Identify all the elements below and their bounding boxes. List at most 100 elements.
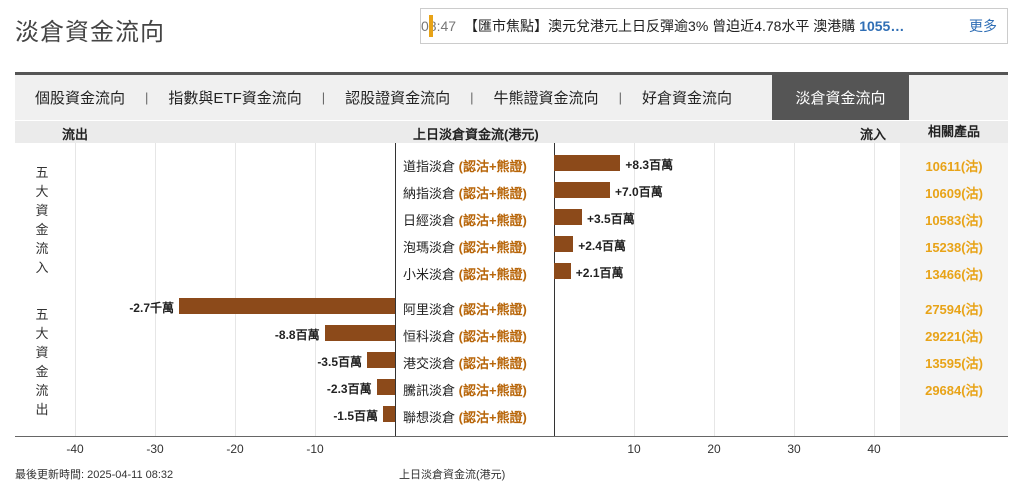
x-tick-label: 20: [707, 442, 721, 456]
tab-separator: |: [470, 90, 474, 105]
x-tick-label: -30: [146, 442, 164, 456]
bar-value-label: +2.4百萬: [578, 239, 626, 253]
page-title: 淡倉資金流向: [15, 19, 165, 46]
row-name[interactable]: 泡瑪淡倉: [403, 240, 456, 255]
row-name[interactable]: 騰訊淡倉: [403, 383, 456, 398]
news-ticker[interactable]: 08:47 【匯市焦點】澳元兌港元上日反彈逾3% 曾迫近4.78水平 澳港購 1…: [420, 8, 1008, 44]
bar-value-label: -8.8百萬: [274, 328, 320, 342]
row-name[interactable]: 小米淡倉: [403, 267, 456, 282]
tab-separator: |: [145, 90, 149, 105]
row-label[interactable]: 騰訊淡倉 (認沽+熊證): [403, 380, 527, 399]
tab-warrant-flow[interactable]: 認股證資金流向: [345, 90, 451, 107]
x-tick-label: -10: [306, 442, 324, 456]
row-type: (認沽+熊證): [455, 383, 527, 398]
grid-line: [874, 143, 875, 436]
row-label[interactable]: 港交淡倉 (認沽+熊證): [403, 353, 527, 372]
zero-line: [554, 143, 555, 436]
tab-separator: |: [618, 90, 622, 105]
chart-header: 流出 上日淡倉資金流(港元) 流入: [15, 121, 900, 143]
bar-value-label: +8.3百萬: [625, 158, 674, 172]
ticker-headline-highlight[interactable]: 1055…: [859, 18, 905, 34]
group-label-char: 資: [35, 345, 49, 360]
row-type: (認沽+熊證): [455, 329, 527, 344]
x-tick-label: -40: [66, 442, 84, 456]
tab-long-flow[interactable]: 好倉資金流向: [641, 90, 732, 107]
tab-index-etf-flow[interactable]: 指數與ETF資金流向: [168, 90, 302, 107]
row-label[interactable]: 道指淡倉 (認沽+熊證): [403, 156, 527, 175]
x-tick-label: 30: [787, 442, 801, 456]
row-type: (認沽+熊證): [455, 159, 527, 174]
ticker-accent-bar: [429, 15, 433, 37]
ticker-headline[interactable]: 【匯市焦點】澳元兌港元上日反彈逾3% 曾迫近4.78水平 澳港購 1055…: [464, 16, 904, 36]
row-label[interactable]: 日經淡倉 (認沽+熊證): [403, 210, 527, 229]
tab-bar: 個股資金流向 | 指數與ETF資金流向 | 認股證資金流向 | 牛熊證資金流向 …: [15, 72, 1008, 120]
row-label[interactable]: 泡瑪淡倉 (認沽+熊證): [403, 237, 527, 256]
flow-bar: [179, 298, 395, 314]
row-type: (認沽+熊證): [455, 302, 527, 317]
row-label[interactable]: 聯想淡倉 (認沽+熊證): [403, 407, 527, 426]
group-label-char: 流: [35, 383, 49, 398]
x-tick-label: 10: [627, 442, 641, 456]
x-tick-label: 40: [867, 442, 881, 456]
row-label[interactable]: 恒科淡倉 (認沽+熊證): [403, 326, 527, 345]
group-label-char: 五: [35, 307, 49, 322]
group-label-char: 大: [35, 184, 49, 199]
bar-value-label: -1.5百萬: [333, 409, 378, 423]
group-label-char: 金: [35, 364, 49, 379]
ticker-time: 08:47: [421, 18, 457, 34]
row-name[interactable]: 納指淡倉: [403, 186, 456, 201]
row-type: (認沽+熊證): [455, 240, 527, 255]
related-product-link[interactable]: 13595(沽): [925, 356, 983, 371]
row-name[interactable]: 道指淡倉: [403, 159, 456, 174]
related-product-link[interactable]: 10611(沽): [925, 159, 983, 174]
row-type: (認沽+熊證): [455, 267, 527, 282]
bar-value-label: -3.5百萬: [317, 355, 362, 369]
grid-line: [235, 143, 236, 436]
related-product-link[interactable]: 15238(沽): [925, 240, 983, 255]
x-axis-title: 上日淡倉資金流(港元): [399, 469, 506, 481]
last-updated: 最後更新時間: 2025-04-11 08:32: [15, 469, 174, 481]
related-products-column: 10611(沽) 10609(沽) 10583(沽) 15238(沽) 13466(沽)…: [900, 143, 1008, 436]
tab-cbbc-flow[interactable]: 牛熊證資金流向: [493, 90, 599, 107]
ticker-more-link[interactable]: 更多: [969, 18, 997, 34]
grid-line: [75, 143, 76, 436]
bar-value-label: -2.7千萬: [129, 301, 174, 315]
zero-line: [395, 143, 396, 436]
flow-bar: [554, 263, 571, 279]
row-name[interactable]: 恒科淡倉: [403, 329, 456, 344]
tab-stock-flow[interactable]: 個股資金流向: [35, 90, 126, 107]
group-label-char: 五: [35, 165, 49, 180]
bar-value-label: -2.3百萬: [326, 382, 372, 396]
grid-line: [634, 143, 635, 436]
row-name[interactable]: 港交淡倉: [403, 356, 456, 371]
flow-chart: 五大資金流入 五大資金流出 道指淡倉 (認沽+熊證) +8.3百萬 納指淡倉 (認沽…: [15, 143, 900, 436]
row-label[interactable]: 阿里淡倉 (認沽+熊證): [403, 299, 527, 318]
related-product-link[interactable]: 29221(沽): [925, 329, 983, 344]
row-name[interactable]: 日經淡倉: [403, 213, 456, 228]
related-product-link[interactable]: 27594(沽): [925, 302, 983, 317]
related-product-link[interactable]: 10583(沽): [925, 213, 983, 228]
group-label-outflow: 五大資金流出: [35, 305, 49, 419]
flow-bar: [554, 155, 621, 171]
group-label-char: 金: [35, 222, 49, 237]
group-label-char: 資: [35, 203, 49, 218]
grid-line: [794, 143, 795, 436]
related-product-link[interactable]: 13466(沽): [925, 267, 983, 282]
group-label-char: 大: [35, 326, 49, 341]
grid-line: [714, 143, 715, 436]
row-label[interactable]: 小米淡倉 (認沽+熊證): [403, 264, 527, 283]
flow-bar: [383, 406, 395, 422]
related-product-link[interactable]: 29684(沽): [925, 383, 983, 398]
ticker-headline-text[interactable]: 【匯市焦點】澳元兌港元上日反彈逾3% 曾迫近4.78水平 澳港購: [464, 18, 856, 34]
tab-short-flow[interactable]: 淡倉資金流向: [772, 75, 909, 120]
header-center: 上日淡倉資金流(港元): [413, 127, 539, 142]
row-label[interactable]: 納指淡倉 (認沽+熊證): [403, 183, 527, 202]
row-type: (認沽+熊證): [455, 356, 527, 371]
flow-bar: [367, 352, 395, 368]
row-name[interactable]: 阿里淡倉: [403, 302, 456, 317]
grid-line: [315, 143, 316, 436]
row-name[interactable]: 聯想淡倉: [403, 410, 456, 425]
related-product-link[interactable]: 10609(沽): [925, 186, 983, 201]
flow-bar: [554, 182, 610, 198]
group-label-char: 出: [35, 402, 49, 417]
